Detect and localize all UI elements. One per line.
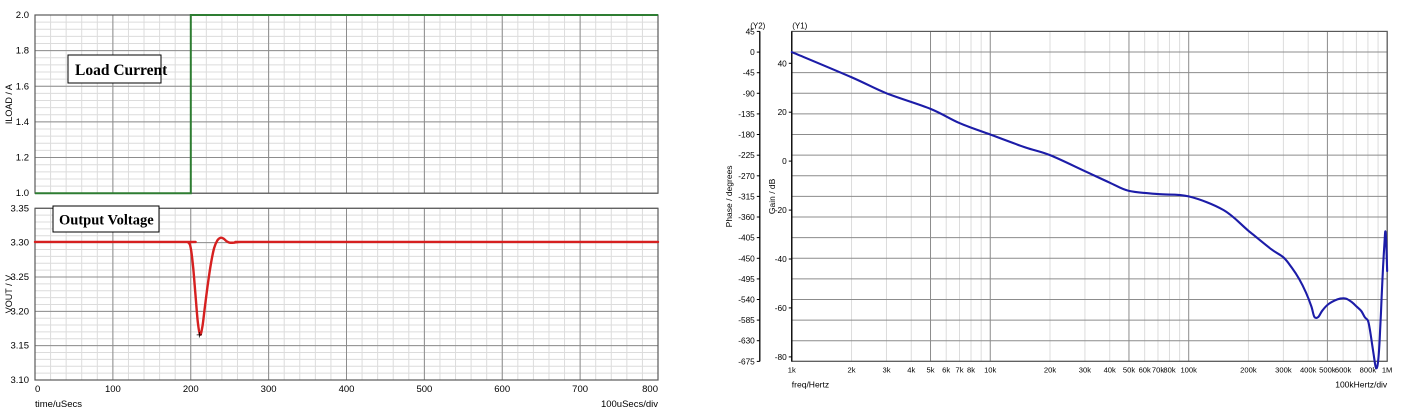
svg-text:600: 600: [494, 384, 510, 395]
svg-text:700: 700: [572, 384, 588, 395]
svg-text:2.0: 2.0: [16, 10, 29, 21]
svg-text:-270: -270: [738, 171, 755, 181]
svg-text:500k: 500k: [1319, 365, 1336, 374]
svg-text:50k: 50k: [1123, 365, 1135, 374]
svg-text:-495: -495: [738, 274, 755, 284]
svg-text:3.15: 3.15: [11, 341, 30, 352]
svg-text:80k: 80k: [1163, 365, 1175, 374]
svg-text:500: 500: [416, 384, 432, 395]
svg-text:0: 0: [35, 384, 40, 395]
svg-text:-135: -135: [738, 109, 755, 119]
svg-text:300: 300: [261, 384, 277, 395]
svg-text:20k: 20k: [1044, 365, 1056, 374]
svg-text:Phase / degrees: Phase / degrees: [724, 165, 734, 227]
svg-text:-225: -225: [738, 150, 755, 160]
svg-text:3.30: 3.30: [11, 238, 30, 249]
svg-text:-585: -585: [738, 315, 755, 325]
svg-text:time/uSecs: time/uSecs: [35, 399, 82, 410]
svg-text:1.0: 1.0: [16, 188, 29, 199]
svg-text:1.8: 1.8: [16, 46, 29, 57]
svg-text:3.10: 3.10: [11, 375, 30, 386]
svg-text:200k: 200k: [1240, 365, 1257, 374]
svg-text:-60: -60: [775, 303, 787, 313]
svg-text:3k: 3k: [882, 365, 890, 374]
svg-text:VOUT / V: VOUT / V: [4, 275, 14, 313]
svg-text:20: 20: [778, 107, 788, 117]
svg-text:100: 100: [105, 384, 121, 395]
svg-text:200: 200: [183, 384, 199, 395]
svg-text:800k: 800k: [1360, 365, 1377, 374]
svg-text:40: 40: [778, 58, 788, 68]
svg-text:-180: -180: [738, 130, 755, 140]
svg-text:-630: -630: [738, 336, 755, 346]
svg-text:2k: 2k: [847, 365, 855, 374]
svg-text:-540: -540: [738, 295, 755, 305]
svg-text:-80: -80: [775, 352, 787, 362]
svg-text:1k: 1k: [788, 365, 796, 374]
svg-text:Output Voltage: Output Voltage: [59, 213, 154, 229]
svg-text:30k: 30k: [1079, 365, 1091, 374]
svg-text:(Y1): (Y1): [792, 21, 807, 30]
svg-text:6k: 6k: [942, 365, 950, 374]
svg-text:-405: -405: [738, 233, 755, 243]
svg-text:100uSecs/div: 100uSecs/div: [601, 399, 658, 410]
svg-text:300k: 300k: [1275, 365, 1292, 374]
svg-text:Gain / dB: Gain / dB: [767, 178, 777, 214]
svg-text:(Y2): (Y2): [750, 21, 765, 30]
svg-text:0: 0: [750, 47, 755, 57]
svg-text:1.6: 1.6: [16, 81, 29, 92]
svg-text:40k: 40k: [1104, 365, 1116, 374]
svg-text:-40: -40: [775, 254, 787, 264]
svg-text:Load Current: Load Current: [75, 62, 168, 79]
svg-text:7k: 7k: [955, 365, 963, 374]
svg-text:60k: 60k: [1139, 365, 1151, 374]
svg-text:-450: -450: [738, 253, 755, 263]
svg-text:400k: 400k: [1300, 365, 1317, 374]
svg-text:5k: 5k: [926, 365, 934, 374]
svg-text:600k: 600k: [1335, 365, 1352, 374]
svg-text:1.2: 1.2: [16, 153, 29, 164]
svg-text:1M: 1M: [1382, 365, 1393, 374]
svg-text:400: 400: [339, 384, 355, 395]
svg-text:+: +: [196, 330, 202, 342]
svg-text:100kHertz/div: 100kHertz/div: [1335, 379, 1388, 389]
svg-text:4k: 4k: [907, 365, 915, 374]
svg-text:8k: 8k: [967, 365, 975, 374]
svg-text:-315: -315: [738, 191, 755, 201]
svg-text:ILOAD / A: ILOAD / A: [4, 84, 14, 124]
svg-text:freq/Hertz: freq/Hertz: [792, 379, 829, 389]
svg-text:3.35: 3.35: [11, 203, 30, 214]
svg-text:1.4: 1.4: [16, 117, 29, 128]
svg-text:-360: -360: [738, 212, 755, 222]
svg-text:-45: -45: [743, 68, 755, 78]
svg-text:100k: 100k: [1180, 365, 1197, 374]
svg-text:-90: -90: [743, 88, 755, 98]
svg-text:800: 800: [642, 384, 658, 395]
svg-text:10k: 10k: [984, 365, 996, 374]
svg-text:0: 0: [782, 156, 787, 166]
svg-text:-675: -675: [738, 356, 755, 366]
